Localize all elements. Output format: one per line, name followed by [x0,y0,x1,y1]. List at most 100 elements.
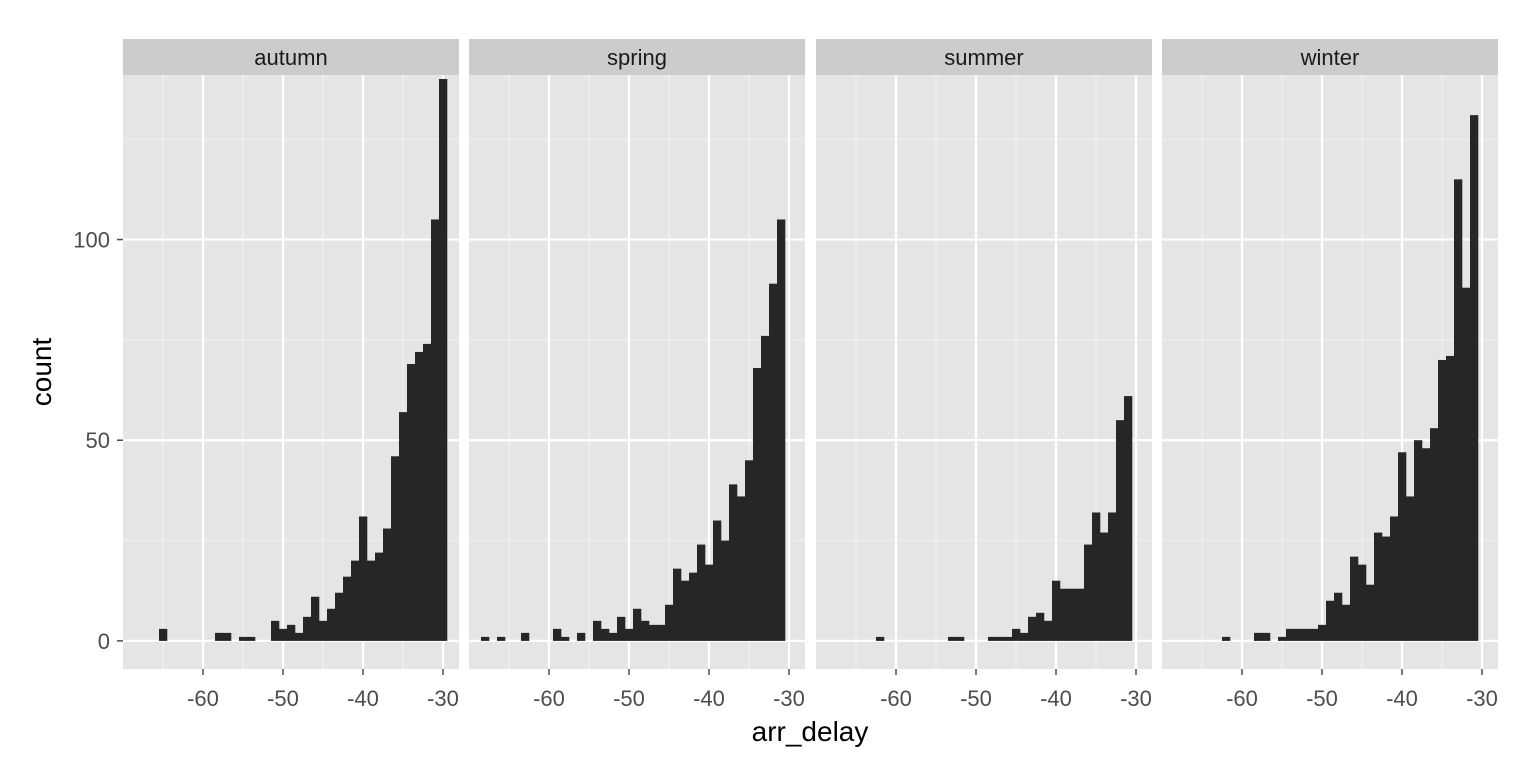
facet-winter: winter -60 -50 -40 -30 [1162,39,1498,711]
histogram-bar [988,636,997,641]
y-tick-label: 0 [98,629,110,654]
x-tick-label: -60 [1226,686,1258,711]
histogram-bar [1326,600,1335,641]
histogram-bar [1462,287,1471,641]
histogram-bar [1318,624,1327,641]
histogram-bar [367,560,376,641]
histogram-bar [423,343,432,641]
histogram-bar [1454,179,1463,641]
facet-autumn: autumn -60 -50 -40 -30 [123,39,459,711]
histogram-bar [391,456,400,641]
x-tick-label: -50 [613,686,645,711]
x-tick-label: -40 [1040,686,1072,711]
histogram-bar [737,496,746,641]
y-axis-title: count [26,338,57,407]
y-tick-label: 50 [86,428,110,453]
histogram-bar [1422,448,1431,641]
histogram-bar [705,564,714,641]
histogram-bar [617,616,626,641]
histogram-bar [996,636,1005,641]
facet-strip [469,39,805,75]
histogram-bar [657,624,666,641]
facet-strip [1162,39,1498,75]
histogram-bar [415,351,424,641]
histogram-bar [1446,355,1455,641]
histogram-bar [407,363,416,641]
facet-strip-label: winter [1300,45,1360,70]
histogram-bar [1358,564,1367,641]
histogram-bar [1470,115,1479,641]
histogram-bar [1222,636,1231,641]
histogram-bar [247,636,256,641]
histogram-bar [1390,516,1399,641]
histogram-bar [625,628,634,641]
histogram-bar [1060,588,1069,641]
histogram-bar [609,632,618,641]
histogram-bar [1108,512,1117,641]
histogram-bar [753,367,762,641]
histogram-bar [303,616,312,641]
facet-strip [123,39,459,75]
histogram-bar [1262,632,1271,641]
histogram-bar [1294,628,1303,641]
histogram-bar [1414,440,1423,641]
facet-strip [816,39,1152,75]
histogram-bar [239,636,248,641]
histogram-bar [721,540,730,641]
histogram-bar [761,335,770,641]
histogram-bar [577,632,586,641]
x-tick-label: -40 [693,686,725,711]
histogram-bar [697,544,706,641]
histogram-bar [729,484,738,641]
histogram-bar [215,632,224,641]
histogram-bar [689,572,698,641]
histogram-bar [1052,580,1061,641]
histogram-bar [593,620,602,641]
x-tick-label: -40 [347,686,379,711]
histogram-bar [601,628,610,641]
histogram-bar [1278,636,1287,641]
x-tick-label: -60 [880,686,912,711]
x-tick-label: -50 [960,686,992,711]
y-tick-label: 100 [73,228,110,253]
histogram-bar [553,628,562,641]
histogram-bar [649,624,658,641]
histogram-bar [1124,396,1133,641]
histogram-bar [561,636,570,641]
histogram-bar [1438,359,1447,641]
histogram-bar [1076,588,1085,641]
histogram-bar [1044,620,1053,641]
x-tick-label: -60 [187,686,219,711]
histogram-bar [439,79,448,641]
histogram-bar [1366,584,1375,641]
facet-strip-label: summer [944,45,1023,70]
histogram-bar [1398,452,1407,641]
x-tick-label: -50 [1306,686,1338,711]
histogram-bar [1020,632,1029,641]
histogram-bar [665,604,674,641]
histogram-bar [1012,628,1021,641]
facet-spring: spring -60 -50 -40 -30 [469,39,805,711]
histogram-bar [271,620,280,641]
histogram-bar [327,608,336,641]
histogram-bar [633,608,642,641]
facet-strip-label: autumn [254,45,327,70]
histogram-bar [1334,592,1343,641]
histogram-bar [311,596,320,641]
histogram-bar [351,560,360,641]
histogram-bar [673,568,682,641]
histogram-bar [1116,420,1125,641]
histogram-bar [497,636,506,641]
histogram-bar [1084,544,1093,641]
histogram-bar [359,516,368,641]
histogram-bar [521,632,530,641]
histogram-bar [431,219,440,641]
x-tick-label: -30 [1466,686,1498,711]
histogram-bar [1254,632,1263,641]
histogram-bar [279,628,288,641]
histogram-bar [1036,612,1045,641]
histogram-bar [319,620,328,641]
x-tick-label: -60 [533,686,565,711]
histogram-bar [223,632,232,641]
